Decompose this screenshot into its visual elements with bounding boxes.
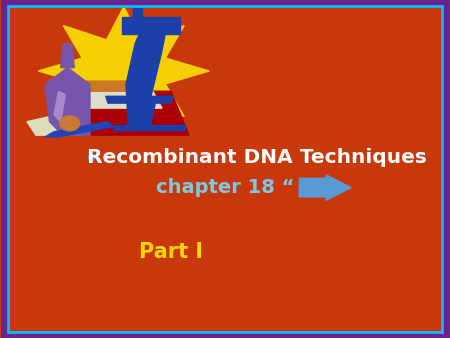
Polygon shape	[45, 68, 90, 135]
Polygon shape	[45, 122, 112, 137]
Text: chapter 18 “: chapter 18 “	[156, 178, 294, 197]
Polygon shape	[126, 24, 166, 125]
Polygon shape	[27, 112, 81, 135]
Polygon shape	[133, 3, 142, 20]
Polygon shape	[112, 125, 184, 130]
Polygon shape	[122, 17, 180, 34]
Polygon shape	[106, 96, 173, 103]
Text: Part I: Part I	[139, 242, 203, 262]
Polygon shape	[45, 91, 189, 135]
Polygon shape	[38, 7, 209, 135]
Text: Recombinant DNA Techniques: Recombinant DNA Techniques	[86, 148, 427, 167]
Circle shape	[60, 116, 80, 131]
Polygon shape	[54, 91, 65, 122]
Text: ◆: ◆	[87, 151, 97, 164]
FancyArrow shape	[299, 175, 351, 200]
Polygon shape	[63, 91, 162, 108]
Polygon shape	[130, 95, 153, 115]
Polygon shape	[61, 44, 74, 68]
Polygon shape	[133, 103, 155, 125]
Polygon shape	[72, 81, 153, 91]
